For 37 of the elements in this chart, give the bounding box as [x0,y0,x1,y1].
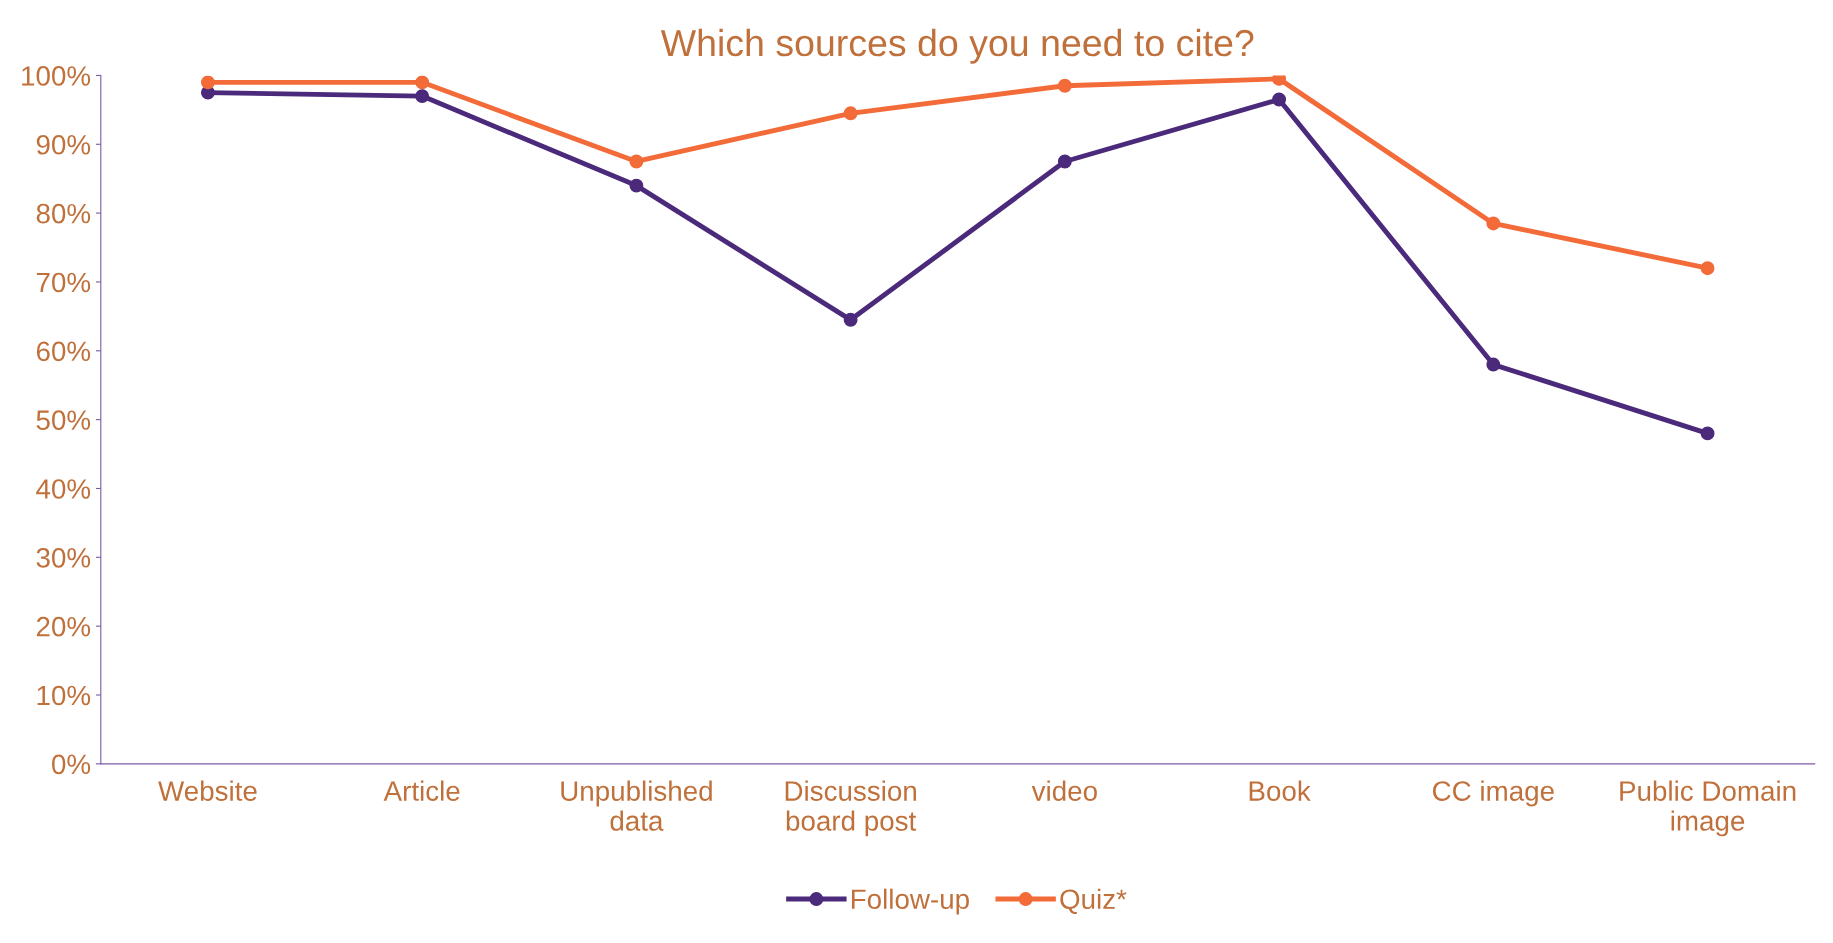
y-tick-label: 70% [36,272,91,293]
point [1700,261,1715,276]
x-tick-label: Unpublished data [561,780,712,831]
point [1272,75,1287,86]
x-tick-label: Article [383,780,460,801]
y-tick-label: 90% [36,134,91,155]
y-tick-label: 100% [22,66,91,86]
x-tick-label: Website [158,780,257,801]
point [415,89,430,104]
point [415,75,430,90]
point [1700,426,1715,441]
y-tick-label: 80% [36,203,91,224]
x-tick-label: Discussion board post [785,780,917,837]
y-tick-label: 30% [36,547,91,568]
y-tick-label: 40% [36,479,91,499]
chart-title: Which sources do you need to cite? [660,28,1254,64]
legend-label: Follow-up [851,888,969,915]
point [629,154,644,169]
point [1272,92,1287,107]
y-tick-label: 20% [36,616,91,637]
point [1486,216,1501,231]
y-tick-label: 10% [37,685,91,706]
point [1486,357,1501,372]
point [1057,78,1072,93]
legend-label: Quiz* [1060,888,1127,915]
point [1057,154,1072,169]
point [200,75,215,90]
x-tick-label: video [1031,780,1097,801]
y-tick-label: 50% [36,410,91,430]
x-tick-label: Public Domain image [1620,780,1796,837]
x-tick-label: CC image [1432,780,1554,807]
y-tick-label: 60% [36,341,91,362]
x-tick-label: Book [1249,780,1311,801]
point [843,106,858,121]
point [629,178,644,193]
point [843,312,858,327]
y-tick-label: 0% [52,754,91,775]
